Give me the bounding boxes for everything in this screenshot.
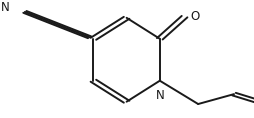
Text: O: O [191, 10, 200, 23]
Text: N: N [155, 89, 164, 102]
Text: N: N [1, 1, 9, 14]
